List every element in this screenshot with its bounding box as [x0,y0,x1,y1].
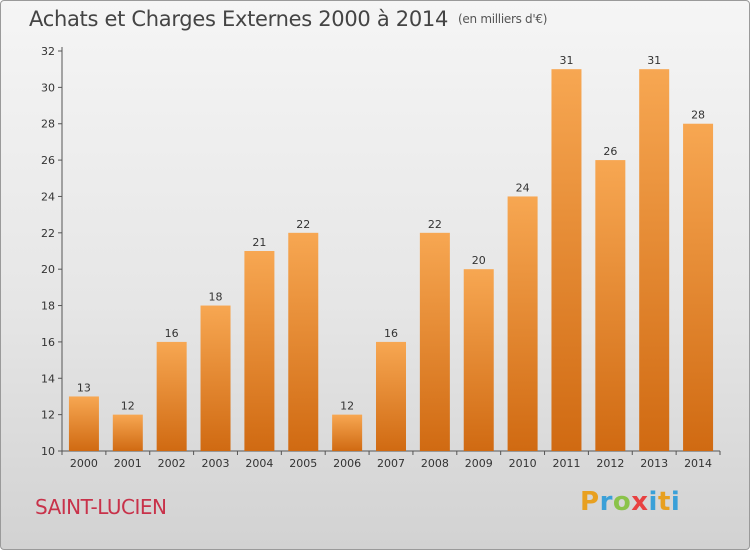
bar [288,232,319,451]
bar-value-label: 16 [384,327,398,340]
x-tick-label: 2009 [465,457,493,470]
y-tick-label: 20 [41,263,55,276]
logo-letter: r [599,487,613,517]
x-tick-label: 2003 [202,457,230,470]
y-tick-label: 30 [41,81,55,94]
bar-value-label: 31 [647,54,661,67]
bar-value-label: 12 [121,400,135,413]
bar-value-label: 12 [340,400,354,413]
bar-value-label: 16 [165,327,179,340]
x-tick-label: 2002 [158,457,186,470]
x-tick-label: 2010 [509,457,537,470]
bar-value-label: 21 [252,236,266,249]
x-tick-label: 2001 [114,457,142,470]
logo-letter: x [631,487,649,517]
bar [376,341,406,451]
y-tick-label: 10 [41,445,55,458]
y-tick-label: 16 [41,336,55,349]
bar-value-label: 18 [209,291,223,304]
y-tick-label: 32 [41,45,55,58]
bar [112,414,143,451]
bar-value-label: 20 [472,254,486,267]
bar [332,414,363,451]
bar [419,232,450,451]
logo-letter: i [648,487,658,517]
bar-value-label: 13 [77,381,91,394]
y-tick-label: 24 [41,190,55,203]
y-tick-label: 22 [41,227,55,240]
x-tick-label: 2012 [596,457,624,470]
y-tick-label: 18 [41,300,55,313]
bar-value-label: 28 [691,109,705,122]
bar-value-label: 26 [603,145,617,158]
y-tick-label: 14 [41,372,55,385]
bar-value-label: 24 [516,181,530,194]
bar [507,196,538,451]
y-tick-label: 28 [41,118,55,131]
logo-letter: P [580,487,600,517]
y-tick-label: 12 [41,409,55,422]
logo-letter: o [612,487,632,517]
x-tick-label: 2007 [377,457,405,470]
bar [68,396,99,451]
x-tick-label: 2011 [552,457,580,470]
bar [463,269,494,451]
x-tick-label: 2008 [421,457,449,470]
bar [156,341,187,451]
bar-value-label: 22 [428,218,442,231]
logo-letter: i [670,487,681,517]
bar [244,251,275,451]
chart-title-text: Achats et Charges Externes 2000 à 2014 [29,7,449,31]
bar-value-label: 31 [559,54,573,67]
logo-letter: t [657,487,671,517]
bar [639,69,670,451]
x-tick-label: 2014 [684,457,712,470]
y-tick-label: 26 [41,154,55,167]
bar [551,69,582,451]
proxiti-logo: Proxiti [580,487,680,517]
bar [200,305,231,451]
axes: 10 12 14 16 18 20 22 24 26 28 30 32 2000 2001 2002 2003… [41,45,721,470]
bar [595,160,626,451]
x-tick-label: 2000 [70,457,98,470]
x-tick-label: 2006 [333,457,361,470]
bars: 13 12 16 18 21 22 12 16 22 20 24 31 26 31 28 [68,54,714,452]
place-name: SAINT-LUCIEN [35,495,167,519]
chart-title: Achats et Charges Externes 2000 à 2014 (e… [29,7,547,31]
chart-unit: (en milliers d'€) [458,12,548,26]
x-tick-label: 2013 [640,457,668,470]
x-tick-label: 2004 [245,457,273,470]
bar [683,123,714,452]
x-tick-label: 2005 [289,457,317,470]
bar-value-label: 22 [296,218,310,231]
